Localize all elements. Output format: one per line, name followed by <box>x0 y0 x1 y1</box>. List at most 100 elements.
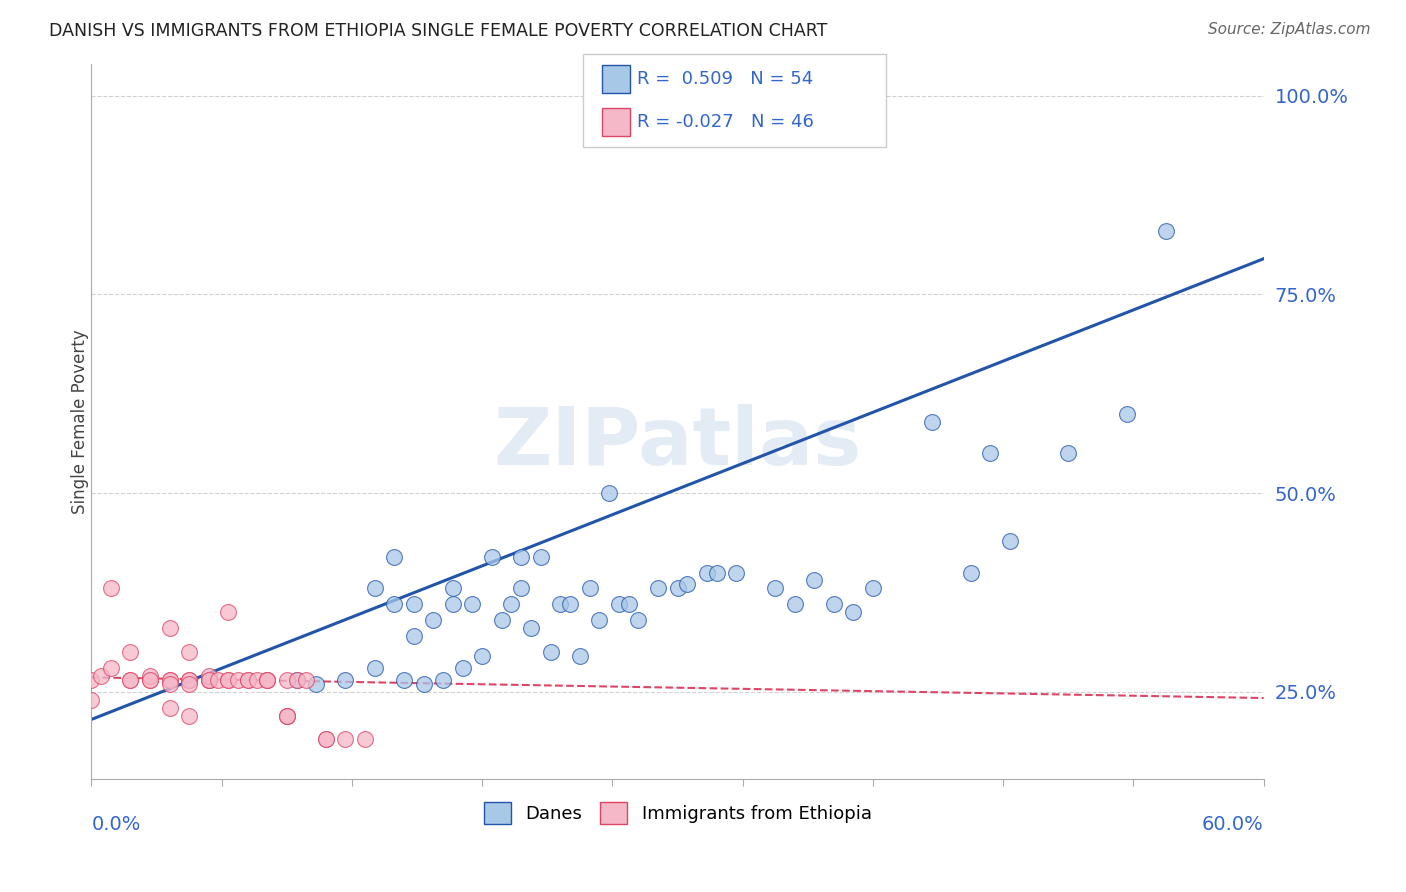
Point <box>441 597 464 611</box>
Point <box>568 648 591 663</box>
Point <box>363 582 385 596</box>
Point <box>80 692 103 706</box>
Point <box>354 732 377 747</box>
Point <box>461 597 484 611</box>
Point <box>159 677 181 691</box>
Point <box>979 446 1001 460</box>
Point <box>763 582 786 596</box>
Point <box>120 673 142 687</box>
Point <box>520 621 543 635</box>
Point <box>402 629 425 643</box>
Point <box>120 645 142 659</box>
Point <box>422 613 444 627</box>
Point <box>862 582 884 596</box>
Point <box>177 645 200 659</box>
Point <box>627 613 650 627</box>
Point <box>666 582 689 596</box>
Point <box>842 605 865 619</box>
Point <box>285 673 308 687</box>
Point <box>315 732 337 747</box>
Point <box>510 549 533 564</box>
Point <box>315 732 337 747</box>
Point <box>530 549 553 564</box>
Point <box>696 566 718 580</box>
Point <box>80 673 103 687</box>
Text: 60.0%: 60.0% <box>1202 814 1264 834</box>
Point <box>236 673 259 687</box>
Point <box>451 661 474 675</box>
Point <box>197 673 219 687</box>
Point <box>921 415 943 429</box>
Point <box>998 533 1021 548</box>
Point <box>256 673 278 687</box>
Point <box>783 597 806 611</box>
Legend: Danes, Immigrants from Ethiopia: Danes, Immigrants from Ethiopia <box>477 795 879 830</box>
Point <box>558 597 581 611</box>
Text: R =  0.509   N = 54: R = 0.509 N = 54 <box>637 70 813 87</box>
Point <box>550 597 572 611</box>
Point <box>256 673 278 687</box>
Point <box>335 673 357 687</box>
Point <box>382 597 405 611</box>
Point <box>1116 407 1139 421</box>
Point <box>90 669 112 683</box>
Point <box>246 673 269 687</box>
Point <box>236 673 259 687</box>
Point <box>676 577 699 591</box>
Point <box>823 597 845 611</box>
Point <box>256 673 278 687</box>
Y-axis label: Single Female Poverty: Single Female Poverty <box>72 329 89 514</box>
Point <box>285 673 308 687</box>
Point <box>276 708 298 723</box>
Point <box>100 661 122 675</box>
Point <box>432 673 454 687</box>
Point <box>363 661 385 675</box>
Point <box>207 673 229 687</box>
Point <box>803 574 825 588</box>
Point <box>120 673 142 687</box>
Point <box>177 673 200 687</box>
Point <box>491 613 513 627</box>
Point <box>226 673 249 687</box>
Point <box>578 582 600 596</box>
Point <box>276 708 298 723</box>
Point <box>706 566 728 580</box>
Point <box>159 621 181 635</box>
Text: 0.0%: 0.0% <box>91 814 141 834</box>
Point <box>392 673 415 687</box>
Text: Source: ZipAtlas.com: Source: ZipAtlas.com <box>1208 22 1371 37</box>
Point <box>959 566 981 580</box>
Point <box>471 648 494 663</box>
Point <box>540 645 562 659</box>
Point <box>159 673 181 687</box>
Text: DANISH VS IMMIGRANTS FROM ETHIOPIA SINGLE FEMALE POVERTY CORRELATION CHART: DANISH VS IMMIGRANTS FROM ETHIOPIA SINGL… <box>49 22 828 40</box>
Point <box>382 549 405 564</box>
Point <box>1057 446 1080 460</box>
Point <box>139 669 162 683</box>
Point <box>197 673 219 687</box>
Point <box>197 673 219 687</box>
Text: R = -0.027   N = 46: R = -0.027 N = 46 <box>637 113 814 131</box>
Point <box>412 677 434 691</box>
Point <box>725 566 748 580</box>
Point <box>100 582 122 596</box>
Point <box>481 549 503 564</box>
Point <box>177 677 200 691</box>
Point <box>617 597 640 611</box>
Point <box>177 673 200 687</box>
Point <box>295 673 318 687</box>
Point <box>159 700 181 714</box>
Point <box>139 673 162 687</box>
Point <box>276 708 298 723</box>
Point <box>1154 224 1177 238</box>
Point <box>177 708 200 723</box>
Point <box>588 613 610 627</box>
Point <box>197 669 219 683</box>
Point <box>441 582 464 596</box>
Point <box>139 673 162 687</box>
Point <box>276 673 298 687</box>
Point <box>335 732 357 747</box>
Point <box>402 597 425 611</box>
Point <box>159 673 181 687</box>
Point <box>501 597 523 611</box>
